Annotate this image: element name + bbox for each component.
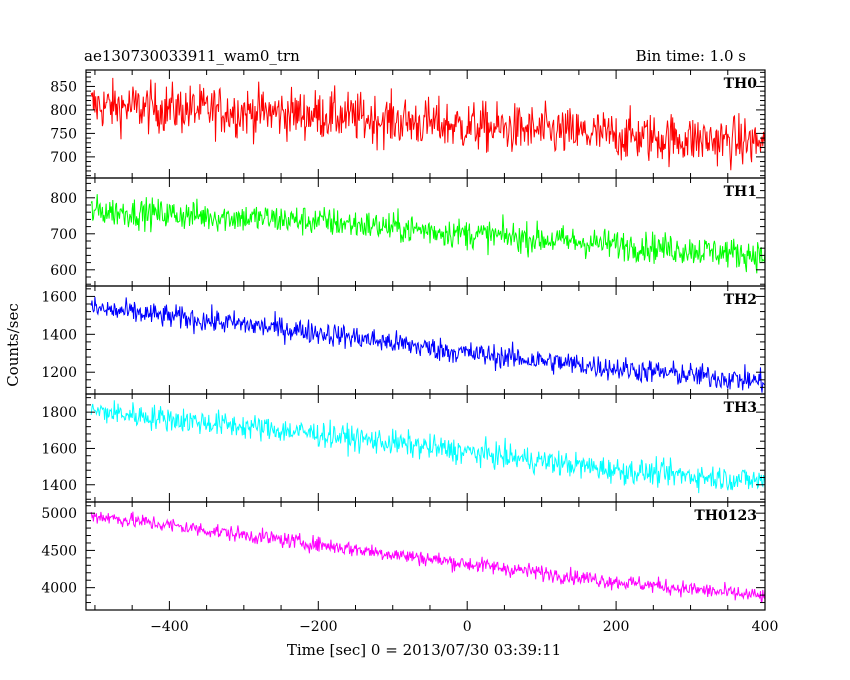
y-tick-label: 1400 xyxy=(41,327,77,343)
y-tick-label: 4000 xyxy=(41,581,77,597)
series-line-th2 xyxy=(90,296,765,393)
y-tick-label: 1600 xyxy=(41,289,77,305)
series-line-th1 xyxy=(90,194,765,274)
panels: 700 750 800 850 TH0 600 700 800 TH1 1200 1400 1600 T… xyxy=(41,69,779,635)
series-line-th0123 xyxy=(90,511,765,603)
x-axis-label: Time [sec] 0 = 2013/07/30 03:39:11 xyxy=(287,641,561,659)
chart-title: ae130730033911_wam0_trn xyxy=(84,47,300,65)
y-tick-label: 1600 xyxy=(41,441,77,457)
y-tick-label: 1800 xyxy=(41,405,77,421)
x-tick-label: 400 xyxy=(752,619,779,635)
y-tick-label: 1400 xyxy=(41,478,77,494)
panel-th2: 1200 1400 1600 TH2 xyxy=(41,285,766,395)
panel-th3: 1400 1600 1800 TH3 xyxy=(41,393,766,503)
panel-th0: 700 750 800 850 TH0 xyxy=(50,69,766,179)
panel-name: TH1 xyxy=(724,184,757,200)
panel-frame xyxy=(85,501,766,611)
y-tick-label: 750 xyxy=(50,126,77,142)
panel-name: TH0 xyxy=(724,76,758,92)
y-tick-label: 600 xyxy=(50,263,77,279)
panel-th1: 600 700 800 TH1 xyxy=(50,177,766,287)
y-tick-label: 700 xyxy=(50,227,77,243)
panel-frame xyxy=(85,393,766,503)
panel-name: TH3 xyxy=(724,400,757,416)
y-tick-label: 700 xyxy=(50,150,77,166)
y-tick-label: 1200 xyxy=(41,365,77,381)
x-tick-label: 0 xyxy=(463,619,472,635)
x-tick-label: −400 xyxy=(150,619,188,635)
panel-frame xyxy=(85,177,766,287)
panel-name: TH2 xyxy=(724,292,757,308)
y-axis-label: Counts/sec xyxy=(4,303,22,387)
y-tick-label: 4500 xyxy=(41,543,77,559)
panel-frame xyxy=(85,69,766,179)
chart-subtitle: Bin time: 1.0 s xyxy=(636,47,746,65)
panel-frame xyxy=(85,285,766,395)
y-tick-label: 800 xyxy=(50,191,77,207)
y-tick-label: 800 xyxy=(50,103,77,119)
x-tick-label: 200 xyxy=(603,619,630,635)
panel-th0123: 4000 4500 5000 TH0123 xyxy=(41,501,766,611)
x-tick-label: −200 xyxy=(299,619,337,635)
y-tick-label: 850 xyxy=(50,79,77,95)
series-line-th0 xyxy=(90,77,765,171)
y-tick-label: 5000 xyxy=(41,506,77,522)
panel-name: TH0123 xyxy=(694,508,757,524)
series-line-th3 xyxy=(90,400,765,494)
